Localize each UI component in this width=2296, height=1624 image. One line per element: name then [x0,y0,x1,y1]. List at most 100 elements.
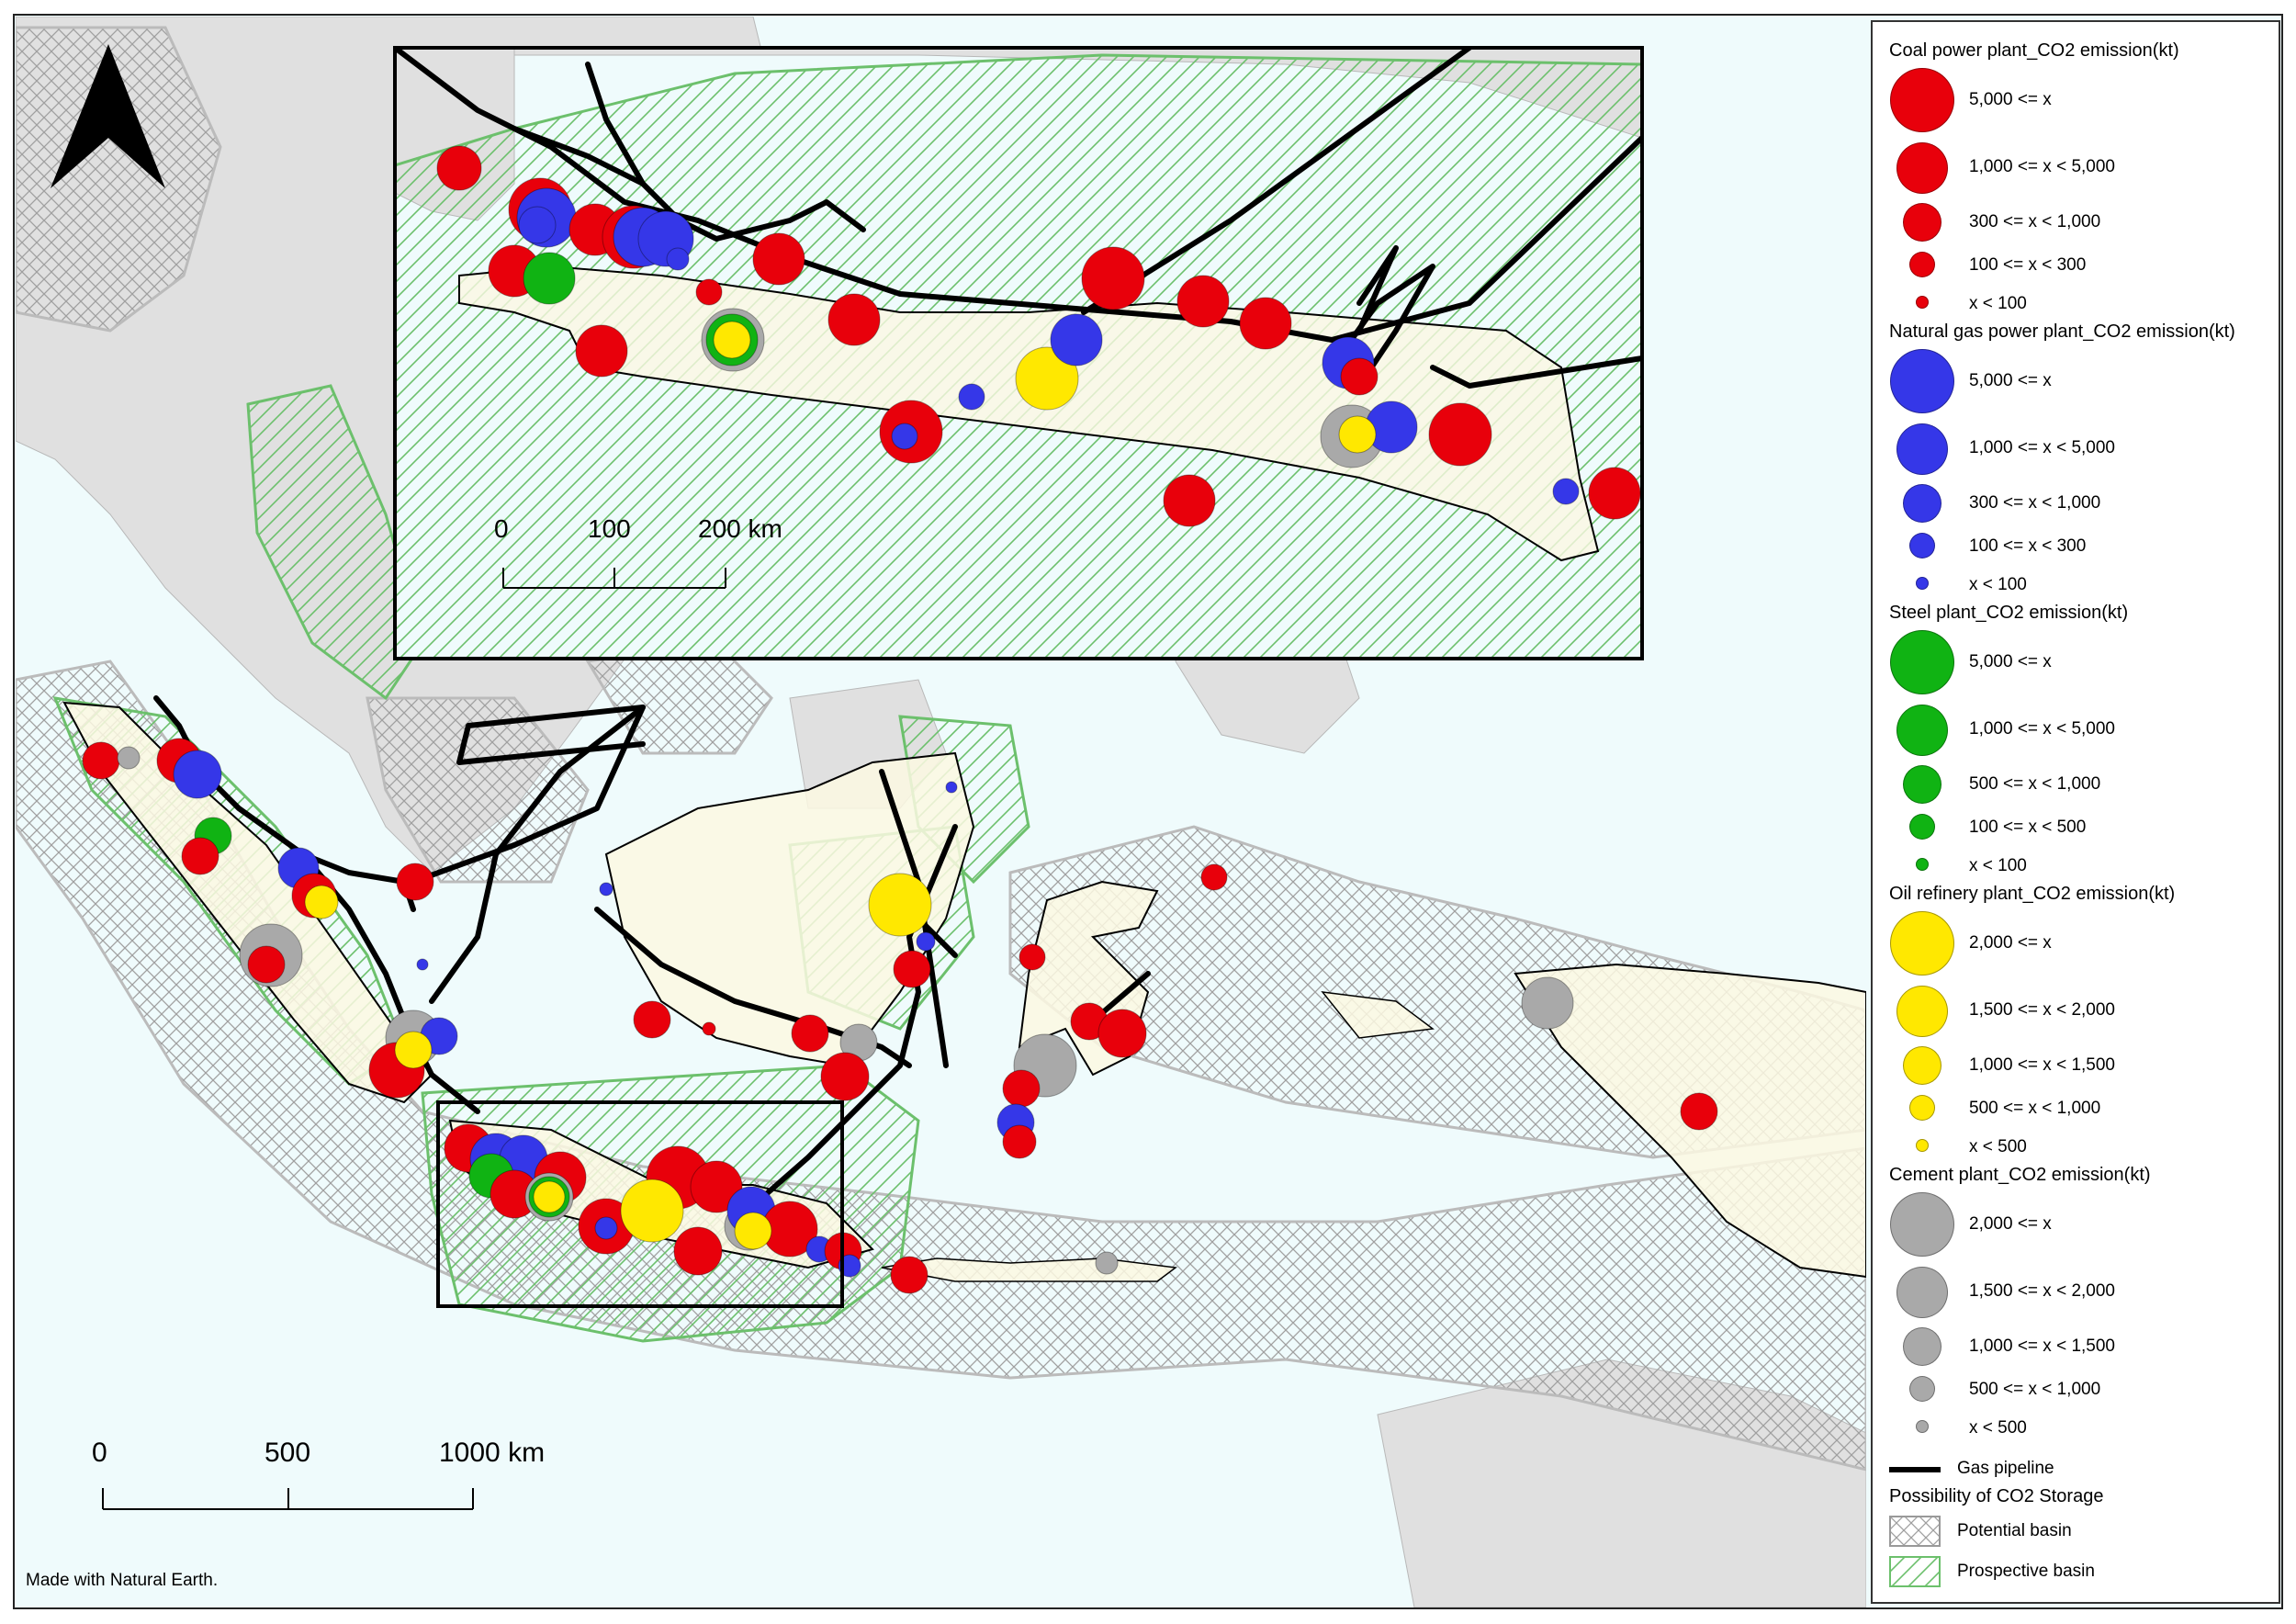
pipeline-kalimantan [594,907,912,1068]
legend-cement-label: 1,000 <= x < 1,500 [1969,1336,2115,1356]
north-arrow-icon [51,44,165,188]
potential-basin-gulf [16,26,222,333]
legend-gas-title: Natural gas power plant_CO2 emission(kt) [1889,321,2235,342]
inset-pipeline-north [585,62,646,186]
steel-plant-marker [523,252,576,305]
scale-main-label-1000: 1000 km [439,1438,546,1468]
coal-plant-marker [695,278,723,306]
coal-plant-marker [633,1000,671,1039]
coal-plant-marker [181,837,219,875]
coal-plant-marker [575,324,628,378]
gas-plant-marker [666,247,690,271]
gas-plant-marker [1552,478,1580,505]
pipeline-bontang [916,916,958,958]
refinery-plant-marker [868,873,932,937]
coal-plant-marker [890,1256,929,1294]
legend-refinery-label: 1,500 <= x < 2,000 [1969,1000,2115,1020]
legend-potential-label: Potential basin [1957,1521,2072,1540]
legend-refinery-label: 500 <= x < 1,000 [1969,1099,2101,1118]
legend-steel-label: 1,000 <= x < 5,000 [1969,719,2115,739]
coal-plant-marker [396,863,434,901]
coal-plant-marker [1002,1069,1041,1108]
legend-gas-dot [1903,484,1941,523]
inset-frame [393,46,1644,660]
legend-steel-label: 500 <= x < 1,000 [1969,774,2101,794]
cement-plant-marker [117,746,141,770]
coal-plant-marker [791,1014,829,1053]
legend-cement-dot [1903,1327,1941,1366]
legend-panel: Coal power plant_CO2 emission(kt) 5,000 … [1871,20,2280,1604]
coal-plant-marker [1428,402,1492,467]
legend-cement-dot [1890,1192,1954,1257]
refinery-plant-marker [533,1180,566,1213]
pipeline-sumatra-north [153,695,416,912]
gas-plant-marker [916,931,936,952]
legend-gas-dot [1916,577,1929,590]
scale-bar-main [102,1488,474,1510]
legend-gas-dot [1909,533,1935,558]
legend-refinery-label: 2,000 <= x [1969,933,2052,953]
legend-pipeline-label: Gas pipeline [1957,1459,2054,1478]
legend-steel-label: 5,000 <= x [1969,652,2052,671]
inset-pipeline-madura [1430,355,1642,389]
legend-coal-dot [1903,203,1941,242]
legend-steel-label: x < 100 [1969,856,2027,875]
gas-plant-marker [958,383,985,411]
coal-plant-marker [1002,1124,1037,1159]
coal-plant-marker [827,293,881,346]
legend-cement-label: 500 <= x < 1,000 [1969,1380,2101,1399]
coal-plant-marker [436,145,482,191]
legend-potential-swatch [1889,1516,1941,1547]
legend-coal-dot [1890,68,1954,132]
coal-plant-marker [820,1052,870,1101]
legend-gas-label: 100 <= x < 300 [1969,536,2087,556]
maluku-islands [1321,991,1435,1039]
scale-main-label-500: 500 [264,1438,311,1468]
inset-pipeline-gresik [1356,245,1399,333]
legend-refinery-dot [1896,986,1948,1037]
legend-steel-title: Steel plant_CO2 emission(kt) [1889,603,2129,623]
cement-plant-marker [1521,976,1574,1030]
legend-coal-label: 5,000 <= x [1969,90,2052,109]
coal-plant-marker [1680,1092,1718,1131]
coal-plant-marker [1200,863,1228,891]
coal-plant-marker [893,950,931,988]
coal-plant-marker [247,945,286,984]
legend-storage-title: Possibility of CO2 Storage [1889,1486,2104,1506]
scale-main-label-0: 0 [92,1438,107,1468]
refinery-plant-marker [1015,346,1079,411]
coal-plant-marker [1340,357,1379,396]
legend-refinery-label: 1,000 <= x < 1,500 [1969,1055,2115,1075]
coal-plant-marker [1176,275,1230,328]
inset-pipeline-main [395,48,1642,343]
plant-markers-main [82,738,1718,1294]
legend-coal-label: x < 100 [1969,294,2027,313]
coal-plant-marker [1097,1009,1147,1058]
legend-cement-label: 1,500 <= x < 2,000 [1969,1281,2115,1301]
legend-pipeline-line [1889,1467,1941,1472]
legend-cement-title: Cement plant_CO2 emission(kt) [1889,1165,2151,1185]
legend-refinery-dot [1916,1139,1929,1152]
gas-plant-marker [945,781,958,794]
refinery-plant-marker [620,1179,684,1243]
legend-coal-dot [1916,296,1929,309]
gas-plant-marker [594,1216,618,1240]
legend-coal-dot [1909,252,1935,277]
coal-plant-marker [82,741,120,780]
scale-inset-label-100: 100 [588,514,631,543]
legend-cement-label: x < 500 [1969,1418,2027,1438]
legend-cement-dot [1909,1376,1935,1402]
refinery-plant-marker [304,885,339,919]
plant-markers-inset [436,145,1641,527]
legend-coal-label: 1,000 <= x < 5,000 [1969,157,2115,176]
gas-plant-marker [416,958,429,971]
coal-plant-marker [673,1226,723,1276]
legend-refinery-label: x < 500 [1969,1137,2027,1156]
legend-gas-dot [1896,423,1948,475]
legend-steel-dot [1903,765,1941,804]
coal-plant-marker [1019,943,1046,971]
cement-plant-marker [1095,1251,1119,1275]
legend-cement-dot [1896,1267,1948,1318]
legend-prospective-label: Prospective basin [1957,1562,2095,1581]
inset-gas-pipelines [395,48,1642,389]
